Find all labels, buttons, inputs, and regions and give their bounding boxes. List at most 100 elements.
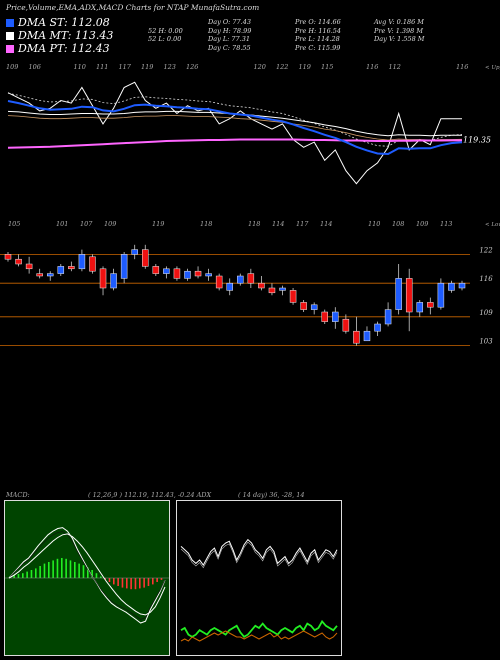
adx-panel (176, 500, 342, 656)
top-tick-label: 116 (366, 63, 378, 71)
stat-52h: 52 H: 0.00 (148, 27, 183, 35)
top-tick-label: 120 (254, 63, 266, 71)
macd-hist-bar-negative (139, 578, 141, 589)
macd-line (8, 527, 166, 624)
bearish-candle (15, 258, 22, 265)
bottom-tick-label: 101 (56, 220, 68, 228)
bearish-candle (353, 330, 360, 344)
bottom-tick-label: 117 (296, 220, 309, 228)
macd-hist-bar-positive (91, 570, 93, 578)
bullish-candle (57, 266, 65, 274)
macd-hist-bar-positive (78, 563, 80, 578)
price-level-label: 103 (479, 338, 493, 346)
macd-hist-bar-positive (52, 560, 54, 578)
bullish-candle (226, 282, 233, 291)
bottom-tick-label: 118 (248, 220, 260, 228)
bullish-candle (237, 275, 244, 284)
macd-hist-bar-positive (30, 570, 33, 578)
adx-params: ( 14 day) 36, -28, 14 (238, 491, 305, 499)
stat-avg-v: Avg V: 0.186 M (374, 18, 424, 26)
bottom-tick-label: 114 (272, 220, 284, 228)
macd-signal-line (8, 533, 166, 616)
macd-hist-bar-negative (108, 578, 111, 582)
bullish-candle (416, 302, 424, 313)
macd-hist-bar-positive (100, 576, 102, 578)
macd-hist-bar-positive (74, 562, 76, 578)
upper-band-line (7, 92, 463, 147)
macd-hist-bar-positive (39, 566, 41, 578)
stat-pre-l: Pre L: 114.28 (295, 35, 340, 43)
bearish-candle (36, 273, 43, 277)
bullish-candle (184, 270, 191, 279)
price-level-label: 109 (479, 309, 493, 317)
bearish-candle (173, 268, 181, 279)
dma-mt-label: DMA MT: (18, 29, 72, 42)
dma-mt-swatch (6, 32, 14, 40)
bottom-tick-label: 109 (416, 220, 428, 228)
ema-long-line (7, 138, 462, 149)
macd-hist-bar-positive (22, 573, 24, 578)
bottom-tick-label: 107 (80, 220, 93, 228)
bullish-candle (131, 249, 138, 255)
bottom-tick-label: 110 (368, 220, 380, 228)
top-tick-label: 109 (6, 63, 18, 71)
bearish-candle (89, 256, 96, 272)
bullish-candle (310, 304, 318, 310)
bullish-candle (120, 254, 128, 279)
macd-hist-bar-negative (143, 578, 145, 588)
upper-tag: < Upper (485, 65, 500, 71)
dma-pt-swatch (6, 45, 14, 53)
bearish-candle (4, 254, 12, 260)
bullish-candle (78, 254, 86, 270)
macd-hist-bar-positive (95, 573, 98, 578)
bearish-candle (405, 278, 413, 313)
bearish-candle (194, 270, 202, 277)
bearish-candle (342, 318, 350, 332)
lower-tag: < Lower (485, 222, 500, 228)
dma-pt-label: DMA PT: (18, 42, 68, 55)
dma-st-swatch (6, 19, 14, 27)
chart-title: Price,Volume,EMA,ADX,MACD Charts for NTA… (6, 3, 260, 12)
macd-hist-bar-negative (152, 578, 154, 585)
bullish-candle (205, 273, 212, 277)
macd-hist-bar-positive (65, 558, 67, 578)
adx-minus-di-line (180, 619, 338, 638)
price-line (7, 81, 462, 185)
bearish-candle (142, 249, 149, 267)
stat-day-h: Day H: 78.99 (208, 27, 252, 35)
macd-hist-bar-positive (17, 574, 20, 578)
stat-52l: 52 L: 0.00 (148, 35, 182, 43)
stat-pre-c: Pre C: 115.99 (295, 44, 341, 52)
bearish-candle (268, 287, 276, 294)
top-tick-label: 116 (456, 63, 468, 71)
macd-hist-bar-positive (56, 558, 59, 578)
bottom-tick-label: 118 (200, 220, 212, 228)
price-level-label: 122 (479, 246, 493, 254)
bearish-candle (215, 275, 223, 289)
macd-hist-bar-negative (147, 578, 150, 586)
bullish-candle (332, 311, 339, 322)
adx-line (180, 630, 338, 642)
top-tick-label: 122 (276, 63, 288, 71)
macd-hist-bar-positive (26, 571, 28, 578)
bearish-candle (258, 282, 265, 289)
bullish-candle (384, 309, 392, 325)
top-tick-label: 106 (29, 63, 41, 71)
bullish-candle (448, 282, 455, 291)
top-tick-label: 110 (74, 63, 86, 71)
macd-chart (5, 527, 169, 624)
dma-pt-value: 112.43 (71, 42, 110, 55)
dma-mt-row: DMA MT: 113.43 (6, 29, 113, 42)
top-tick-label: 111 (96, 63, 108, 71)
stat-pre-h: Pre H: 116.54 (295, 27, 342, 35)
top-tick-label: 115 (321, 63, 333, 71)
bullish-candle (110, 273, 117, 289)
top-tick-label: 123 (164, 63, 176, 71)
adx-chart (180, 538, 338, 642)
top-tick-label: 112 (389, 63, 401, 71)
macd-hist-bar-positive (87, 567, 89, 578)
bearish-candle (321, 311, 328, 322)
bearish-candle (152, 266, 160, 274)
bottom-tick-label: 114 (320, 220, 332, 228)
lower-band-line (7, 115, 463, 141)
